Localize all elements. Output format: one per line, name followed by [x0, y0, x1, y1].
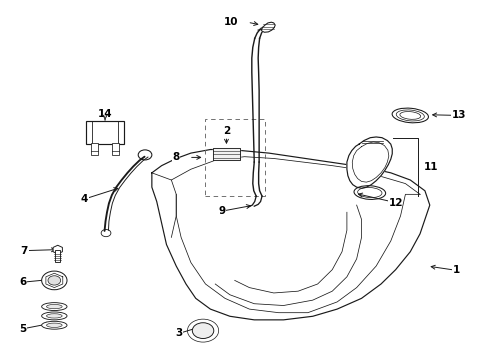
Text: 7: 7: [20, 246, 28, 256]
Text: 2: 2: [223, 126, 230, 136]
Text: 6: 6: [19, 277, 26, 287]
Ellipse shape: [41, 321, 67, 329]
Circle shape: [192, 323, 213, 338]
Text: 9: 9: [218, 206, 224, 216]
Bar: [112, 143, 119, 155]
Bar: [204, 119, 265, 196]
Text: 11: 11: [423, 162, 438, 172]
Circle shape: [41, 271, 67, 290]
Circle shape: [48, 276, 61, 285]
Bar: [91, 143, 98, 155]
Ellipse shape: [41, 303, 67, 311]
Text: 3: 3: [175, 328, 182, 338]
Polygon shape: [152, 149, 429, 320]
Text: 4: 4: [81, 194, 88, 204]
Ellipse shape: [41, 312, 67, 320]
Bar: [55, 249, 60, 262]
Polygon shape: [53, 245, 62, 254]
Polygon shape: [212, 148, 239, 160]
Text: 12: 12: [387, 198, 402, 208]
Polygon shape: [261, 22, 275, 32]
Text: 10: 10: [224, 17, 238, 27]
Text: 1: 1: [452, 265, 459, 275]
Ellipse shape: [46, 305, 62, 309]
Text: 13: 13: [451, 111, 466, 121]
Text: 14: 14: [98, 109, 112, 119]
Polygon shape: [346, 137, 391, 188]
Ellipse shape: [46, 323, 62, 327]
Text: 5: 5: [19, 324, 26, 334]
Text: 8: 8: [172, 152, 179, 162]
Bar: [86, 121, 124, 144]
Ellipse shape: [46, 314, 62, 318]
